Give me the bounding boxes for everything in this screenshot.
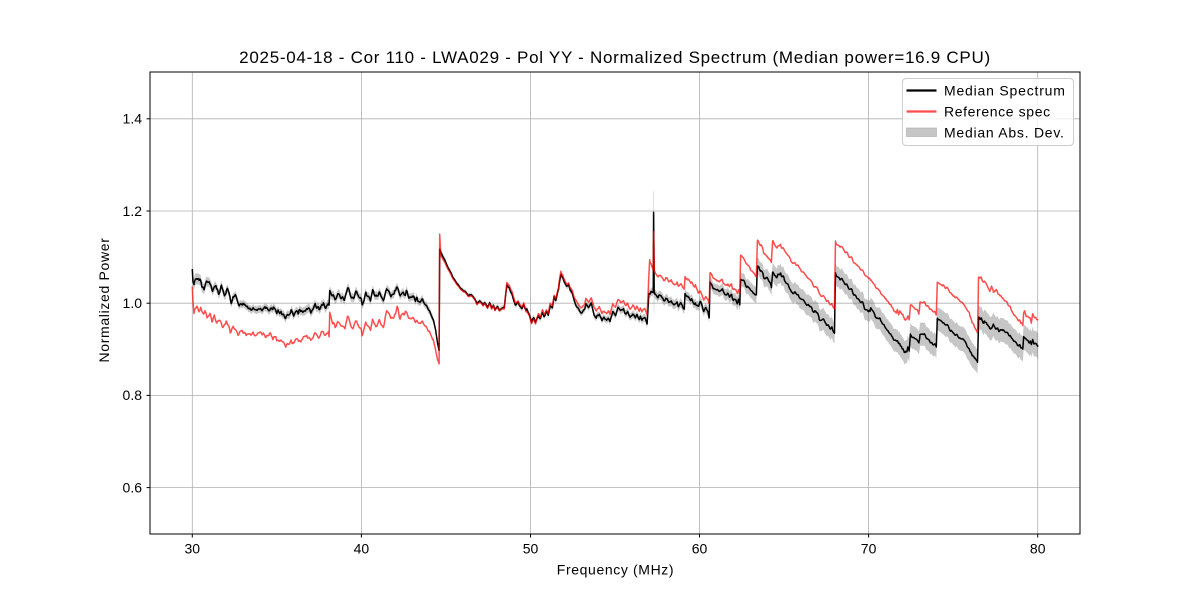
svg-text:40: 40 [354, 541, 370, 557]
svg-text:60: 60 [692, 541, 708, 557]
svg-text:2025-04-18 - Cor 110 - LWA029: 2025-04-18 - Cor 110 - LWA029 - Pol YY -… [239, 48, 991, 67]
svg-text:30: 30 [185, 541, 201, 557]
svg-text:0.8: 0.8 [123, 387, 143, 403]
svg-text:Normalized Power: Normalized Power [96, 237, 112, 362]
svg-text:Median Abs. Dev.: Median Abs. Dev. [944, 125, 1065, 141]
svg-text:1.4: 1.4 [123, 111, 143, 127]
svg-text:50: 50 [523, 541, 539, 557]
svg-text:Median Spectrum: Median Spectrum [944, 83, 1066, 99]
svg-text:1.0: 1.0 [123, 295, 143, 311]
svg-text:Reference spec: Reference spec [944, 104, 1051, 120]
svg-text:1.2: 1.2 [123, 203, 143, 219]
svg-text:70: 70 [861, 541, 877, 557]
svg-text:80: 80 [1030, 541, 1046, 557]
svg-text:Frequency (MHz): Frequency (MHz) [557, 562, 674, 578]
svg-text:0.6: 0.6 [123, 479, 143, 495]
